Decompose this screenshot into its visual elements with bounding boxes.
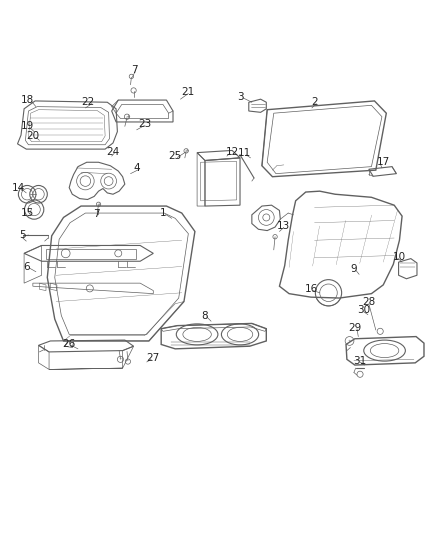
Text: 5: 5 [19, 230, 26, 240]
Text: 7: 7 [131, 65, 138, 75]
Text: 13: 13 [277, 221, 290, 231]
Text: 17: 17 [377, 157, 390, 167]
Text: 22: 22 [81, 97, 94, 107]
Text: 28: 28 [362, 297, 375, 308]
Text: 6: 6 [23, 262, 30, 272]
Text: 11: 11 [238, 149, 251, 158]
Text: 24: 24 [106, 147, 120, 157]
Text: 26: 26 [63, 340, 76, 350]
Text: 29: 29 [348, 323, 361, 333]
Text: 27: 27 [146, 353, 159, 364]
Text: +: + [119, 357, 122, 361]
Text: 4: 4 [133, 163, 140, 173]
Text: 7: 7 [93, 209, 100, 219]
Text: +: + [184, 148, 188, 154]
Text: 18: 18 [21, 95, 34, 105]
Text: 12: 12 [226, 147, 239, 157]
Text: 20: 20 [26, 131, 39, 141]
Text: +: + [126, 114, 130, 119]
Text: 16: 16 [304, 284, 318, 294]
Text: 19: 19 [21, 122, 34, 131]
Text: 23: 23 [138, 119, 151, 129]
Text: 21: 21 [182, 87, 195, 97]
Text: 10: 10 [393, 252, 406, 262]
Text: 31: 31 [353, 356, 367, 366]
Text: 9: 9 [350, 264, 357, 273]
Text: +: + [348, 339, 351, 343]
Text: 25: 25 [169, 151, 182, 161]
Text: 15: 15 [21, 208, 34, 218]
Text: 2: 2 [311, 97, 318, 107]
Text: 14: 14 [12, 183, 25, 192]
Text: +: + [96, 202, 101, 207]
Text: 30: 30 [357, 305, 370, 316]
Text: 1: 1 [159, 208, 166, 218]
Text: 3: 3 [237, 92, 244, 102]
Text: 8: 8 [201, 311, 208, 320]
